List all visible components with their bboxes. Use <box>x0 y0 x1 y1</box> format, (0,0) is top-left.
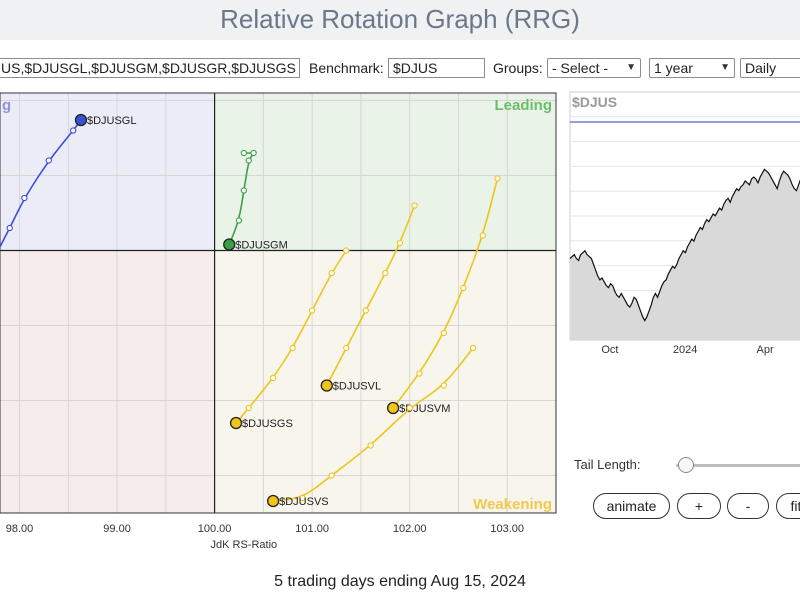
series-djusgl: $DJUSGL <box>0 113 137 249</box>
chevron-down-icon: ▼ <box>720 62 730 73</box>
footer-caption: 5 trading days ending Aug 15, 2024 <box>274 573 526 590</box>
tail-line <box>272 347 474 502</box>
frequency-select-value: Daily <box>745 60 777 76</box>
symbols-input[interactable]: US,$DJUSGL,$DJUSGM,$DJUSGR,$DJUSGS <box>0 58 300 78</box>
tail-point <box>440 382 447 389</box>
tail-point <box>460 284 467 292</box>
tail-point <box>411 202 418 209</box>
quadrant-weakening <box>214 250 556 513</box>
tail-point <box>240 149 248 157</box>
page-title: Relative Rotation Graph (RRG) <box>220 4 580 34</box>
head-point <box>386 401 400 415</box>
tail-line <box>228 152 253 246</box>
tail-line <box>0 119 82 249</box>
tail-length-slider[interactable] <box>676 464 800 467</box>
tail-point <box>382 269 389 277</box>
animate-button[interactable]: animate <box>593 493 670 519</box>
tail-point <box>6 224 13 232</box>
groups-label: Groups: <box>493 60 543 76</box>
tail-point <box>289 344 296 352</box>
series-djusgm: $DJUSGM <box>223 149 288 252</box>
quadrant-lagging <box>0 93 215 251</box>
tail-point <box>416 370 423 377</box>
head-point <box>266 494 280 508</box>
header-bar <box>0 0 800 40</box>
zoom-out-button[interactable]: - <box>727 493 769 519</box>
tail-point <box>45 157 52 164</box>
benchmark-input[interactable]: $DJUS <box>388 58 485 78</box>
period-select[interactable]: 1 year ▼ <box>649 58 735 78</box>
quadrant-leading <box>214 93 556 251</box>
head-point <box>74 113 88 127</box>
frequency-select[interactable]: Daily <box>740 58 800 78</box>
series-label: $DJUSGL <box>87 115 137 127</box>
tail-point <box>343 247 350 254</box>
price-chart: $DJUS Oct 2024 Apr <box>569 91 800 356</box>
tail-point <box>70 127 77 134</box>
series-djusvm: $DJUSVM <box>386 175 501 415</box>
fit-button[interactable]: fit <box>776 493 800 519</box>
tail-point <box>406 404 413 412</box>
quadrant-improving <box>0 250 215 513</box>
x-tick-label: 102.00 <box>393 523 427 535</box>
period-select-value: 1 year <box>654 60 693 76</box>
series-label: $DJUSVS <box>279 496 329 508</box>
x-tick-label: 99.00 <box>103 523 131 535</box>
quadrant-label-lagging: g <box>2 97 11 114</box>
tail-point <box>362 307 369 314</box>
tail-point <box>328 269 335 277</box>
tail-point <box>328 472 335 479</box>
x-axis-title: JdK RS-Ratio <box>211 539 278 551</box>
tail-point <box>440 329 447 337</box>
chevron-down-icon: ▼ <box>626 62 636 73</box>
quadrant-label-weakening: Weakening <box>473 496 552 513</box>
price-x-tick-label: Apr <box>756 344 773 356</box>
tail-point <box>240 187 248 194</box>
series-label: $DJUSGM <box>235 240 288 252</box>
price-x-tick-label: 2024 <box>673 344 697 356</box>
tail-length-slider-handle[interactable] <box>678 457 695 473</box>
groups-select[interactable]: - Select - ▼ <box>547 58 641 78</box>
tail-point <box>245 157 252 164</box>
tail-point <box>396 239 404 247</box>
controls-bar: US,$DJUSGL,$DJUSGM,$DJUSGR,$DJUSGS Bench… <box>0 56 800 82</box>
groups-select-value: - Select - <box>552 60 609 76</box>
head-point <box>223 238 236 251</box>
plot-border <box>0 92 557 514</box>
series-djusvl: $DJUSVL <box>320 202 418 393</box>
rrg-chart[interactable]: Leading Weakening g 98.00 99.00 100.00 101.00 1… <box>0 85 565 555</box>
tail-line <box>325 204 416 387</box>
tail-point <box>269 374 277 382</box>
tail-point <box>479 232 486 239</box>
x-tick-label: 98.00 <box>6 523 34 535</box>
tail-point <box>469 344 477 352</box>
tail-point <box>235 217 243 224</box>
series-label: $DJUSVL <box>333 381 381 393</box>
tail-point <box>494 175 501 182</box>
tail-line <box>235 249 348 424</box>
tail-point <box>21 194 28 202</box>
tail-point <box>308 307 316 314</box>
x-tick-label: 100.00 <box>198 523 232 535</box>
x-tick-label: 101.00 <box>295 523 329 535</box>
price-line <box>569 168 800 322</box>
price-x-tick-label: Oct <box>601 344 618 356</box>
benchmark-label: Benchmark: <box>309 60 384 76</box>
series-djusvs: $DJUSVS <box>266 344 477 508</box>
head-point <box>229 416 243 430</box>
tail-length-label: Tail Length: <box>574 457 641 472</box>
series-label: $DJUSGS <box>242 418 293 430</box>
quadrant-label-leading: Leading <box>494 97 552 114</box>
tail-point <box>245 404 252 412</box>
tail-point <box>299 494 306 502</box>
tail-point <box>367 442 374 449</box>
x-tick-label: 103.00 <box>490 523 524 535</box>
price-chart-symbol: $DJUS <box>572 94 617 110</box>
tail-point <box>250 149 257 157</box>
head-point <box>320 379 333 392</box>
zoom-in-button[interactable]: + <box>677 493 721 519</box>
series-djusgs: $DJUSGS <box>229 247 350 430</box>
tail-point <box>343 344 350 352</box>
price-area <box>570 169 800 340</box>
